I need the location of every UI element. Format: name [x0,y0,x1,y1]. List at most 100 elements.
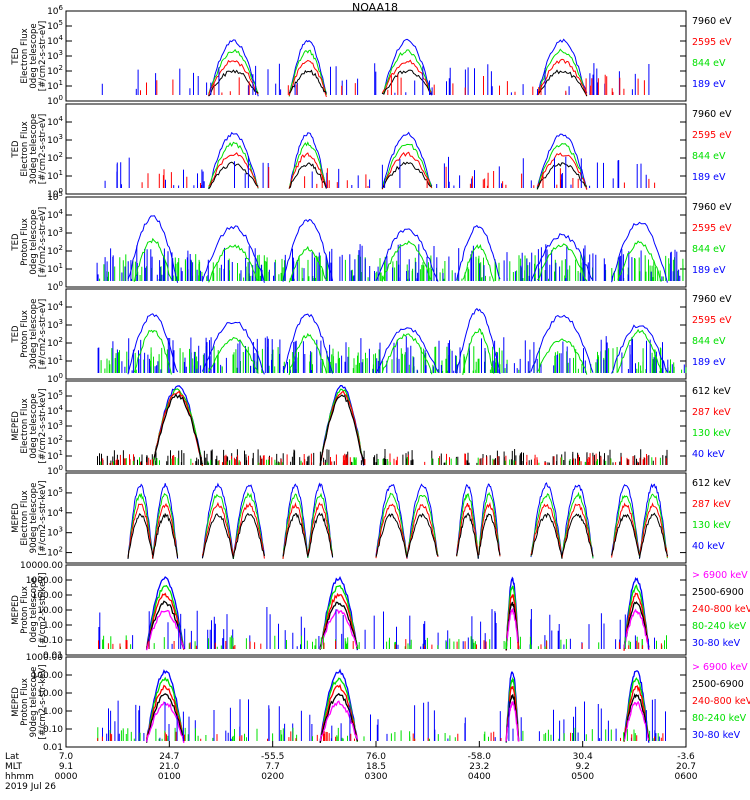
y-axis-label: TED [11,233,21,252]
legend-label: 7960 eV [692,202,732,213]
y-tick-label: 100.00 [32,591,64,601]
panel-data [127,482,668,560]
y-tick-label: 102 [47,336,63,349]
y-tick-label: 100.00 [32,671,64,681]
x-tick-lat: 30.4 [573,752,593,762]
legend-label: 240-800 keV [692,696,750,707]
panel-frame [65,472,687,564]
legend-label: 287 keV [692,499,731,510]
y-axis-label: Electron Flux [20,121,30,176]
legend-label: 2595 eV [692,315,732,326]
y-tick-label: 100 [47,280,63,293]
y-tick-label: 1000.00 [26,653,63,663]
panel-6: 102 103 104 105 MEPED Electron Flux 90deg tele… [11,472,731,564]
legend-label: 612 keV [692,478,731,489]
panel-data [98,576,667,651]
y-tick-label: 1.00 [43,621,63,631]
y-axis-label: 0deg telescope [29,23,39,88]
y-axis-label: Proton Flux [20,678,30,726]
y-axis-label: Proton Flux [20,310,30,358]
legend-label: 612 keV [692,386,731,397]
x-tick-lat: -55.5 [261,752,284,762]
y-axis-label: 0deg telescope [29,393,39,458]
y-tick-label: 1000.00 [26,576,63,586]
x-tick-lat: -3.6 [677,752,695,762]
y-tick-label: 0.10 [43,725,63,735]
legend-label: 2500-6900 [692,679,744,690]
panel-data [97,668,666,744]
y-axis-label: [#/cm2-s-str-eV] [38,114,48,184]
panel-data [97,385,668,466]
x-tick-mlt: 23.2 [469,762,489,772]
panel-5: 100 101 102 103 104 105 MEPED Electron Flux 0deg… [11,380,731,477]
y-axis-label: 0deg telescope [29,577,39,642]
y-axis-label: [#/cm2-s-str-keV] [38,665,48,740]
y-tick-label: 104 [47,208,63,221]
x-tick-mlt: 9.2 [576,762,590,772]
legend-label: 80-240 keV [692,621,747,632]
legend-label: 287 keV [692,407,731,418]
legend-label: 7960 eV [692,294,732,305]
y-axis-label: MEPED [11,503,21,533]
y-axis-label: [#/cm2-s-str-keV] [38,481,48,556]
y-tick-label: 102 [47,546,63,559]
panel-8: 0.01 0.10 1.00 10.00 100.00 1000.00 MEPED Proto… [11,653,750,753]
x-tick-lat: -58.0 [468,752,492,762]
legend-label: 844 eV [692,244,726,255]
legend-label: 2500-6900 [692,587,744,598]
legend-label: 40 keV [692,541,725,552]
panel-data [97,307,687,375]
legend-label: 844 eV [692,336,726,347]
y-axis-label: 90deg telescope [29,483,39,554]
y-tick-label: 10000.00 [20,561,63,571]
panel-frame [65,288,687,380]
legend-label: 7960 eV [692,109,732,120]
legend-label: 844 eV [692,58,726,69]
x-tick-lat: 7.0 [59,752,74,762]
y-tick-label: 103 [47,318,63,331]
legend-label: 30-80 keV [692,730,741,741]
y-axis-label: 0deg telescope [29,209,39,274]
legend-label: 2595 eV [692,130,732,141]
panel-4: 100 101 102 103 104 TED Proton Flux 30deg teles… [11,288,732,385]
y-tick-label: 1.00 [43,707,63,717]
x-tick-hhmm: 0300 [365,772,388,782]
y-axis-label: 90deg telescope [29,667,39,738]
y-tick-label: 102 [47,434,63,447]
y-tick-label: 102 [47,151,63,164]
x-tick-mlt: 9.1 [59,762,73,772]
legend-label: 240-800 keV [692,604,750,615]
y-tick-label: 100 [47,372,63,385]
y-tick-label: 106 [47,4,63,17]
y-tick-label: 101 [47,169,63,182]
y-tick-label: 105 [47,389,63,402]
y-tick-label: 103 [47,226,63,239]
legend-label: 189 eV [692,79,726,90]
y-axis-label: [#/cm2-s-str-eV] [38,21,48,91]
legend-label: 130 keV [692,428,731,439]
y-axis-label: 30deg telescope [29,114,39,185]
y-axis-label: MEPED [11,411,21,441]
y-tick-label: 10.00 [37,689,63,699]
x-tick-mlt: 7.7 [266,762,280,772]
legend-label: 80-240 keV [692,713,747,724]
y-tick-label: 104 [47,115,63,128]
panel-7: 0.01 0.10 1.00 10.00 100.00 1000.00 10000.00 ME… [11,561,750,661]
legend-label: 189 eV [692,265,726,276]
y-tick-label: 100 [47,464,63,477]
y-tick-label: 105 [47,486,63,499]
y-tick-label: 104 [47,34,63,47]
y-tick-label: 104 [47,404,63,417]
x-tick-mlt: 18.5 [366,762,386,772]
x-tick-mlt: 21.0 [159,762,179,772]
x-row-label: MLT [5,762,23,772]
panel-frame [65,103,687,195]
x-tick-hhmm: 0600 [675,772,698,782]
x-tick-hhmm: 0000 [55,772,78,782]
y-tick-label: 101 [47,354,63,367]
legend-label: 7960 eV [692,16,732,27]
y-axis-label: [#/cm2-s-str-eV] [38,299,48,369]
